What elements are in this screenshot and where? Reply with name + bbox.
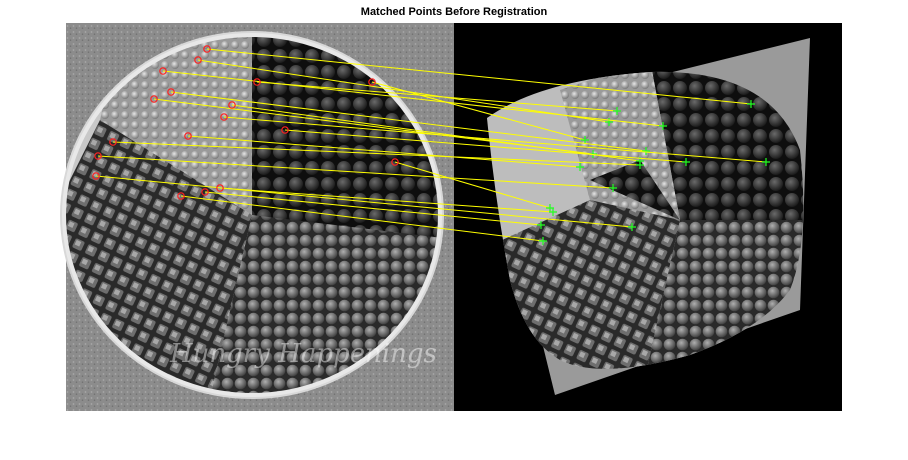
match-line [112, 141, 641, 166]
original-point-marker [94, 152, 102, 160]
match-line [219, 187, 554, 213]
match-lines [92, 45, 770, 245]
distorted-point-marker [613, 107, 621, 115]
original-point-marker [150, 95, 158, 103]
original-point-marker [184, 132, 192, 140]
distorted-point-marker [642, 147, 650, 155]
figure-title: Matched Points Before Registration [360, 6, 548, 18]
distorted-point-marker [539, 237, 547, 245]
original-point-marker [167, 88, 175, 96]
distorted-point-marker [659, 122, 667, 130]
match-line [95, 175, 633, 228]
distorted-point-marker [747, 100, 755, 108]
distorted-point-marker [682, 158, 690, 166]
match-line [231, 104, 641, 162]
distorted-point-marker [549, 208, 557, 216]
match-line [180, 195, 544, 242]
original-point-marker [92, 172, 100, 180]
original-point-marker [203, 45, 211, 53]
original-point-marker [194, 56, 202, 64]
distorted-point-marker [609, 184, 617, 192]
match-line [371, 81, 586, 141]
match-line [187, 135, 581, 168]
match-line [204, 191, 542, 226]
original-point-marker [216, 184, 224, 192]
match-line [394, 161, 551, 209]
distorted-image [454, 23, 842, 411]
distorted-point-marker [537, 221, 545, 229]
match-line [170, 91, 647, 152]
distorted-point-marker [576, 163, 584, 171]
match-line [284, 129, 687, 163]
match-line [256, 81, 618, 112]
original-point-marker [391, 158, 399, 166]
original-point-marker [220, 113, 228, 121]
match-line [223, 116, 767, 163]
match-line [162, 70, 664, 127]
distorted-point-marker [762, 158, 770, 166]
original-point-marker [159, 67, 167, 75]
original-point-marker [177, 192, 185, 200]
original-point-marker [201, 188, 209, 196]
match-line [97, 155, 614, 189]
original-point-marker [109, 138, 117, 146]
match-line [206, 48, 752, 105]
original-point-marker [368, 78, 376, 86]
distorted-point-marker [605, 118, 613, 126]
original-point-marker [281, 126, 289, 134]
distorted-point-marker [628, 223, 636, 231]
distorted-point-marker [636, 161, 644, 169]
watermark: Hungry Happenings [169, 339, 437, 369]
original-point-marker [228, 101, 236, 109]
original-point-marker [253, 78, 261, 86]
distorted-point-marker [581, 136, 589, 144]
